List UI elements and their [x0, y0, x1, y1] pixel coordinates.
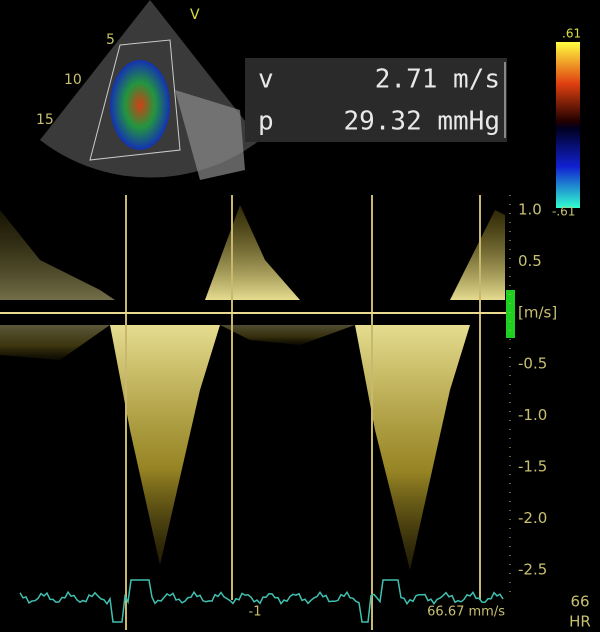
scale-label: 1.0 [518, 201, 542, 219]
color-bar [556, 42, 580, 208]
scale-label: -2.0 [518, 509, 547, 527]
scale-label: [m/s] [518, 303, 557, 321]
scale-label: -0.5 [518, 355, 547, 373]
heart-rate-label: HR [569, 613, 591, 631]
scale-label: 0.5 [518, 252, 542, 270]
ecg-marker: -1 [249, 605, 262, 620]
measure-value: 2.71 m/s [375, 65, 500, 95]
color-flow [110, 60, 170, 150]
ultrasound-screen: V 5 10 15 v 2.71 m/s p 29.32 mmHg .61 -.… [0, 0, 600, 632]
depth-label: 5 [106, 32, 115, 48]
sector-marker: V [190, 7, 200, 23]
measure-label: p [258, 107, 274, 137]
color-bar-min: -.61 [552, 205, 575, 219]
heart-rate: 66 [570, 593, 589, 611]
scale-label: -2.5 [518, 560, 547, 578]
measure-value: 29.32 mmHg [343, 107, 500, 137]
measure-label: v [258, 65, 274, 95]
scale-label: -1.0 [518, 406, 547, 424]
sweep-speed: 66.67 mm/s [427, 605, 505, 620]
color-bar-max: .61 [562, 27, 581, 41]
depth-label: 10 [64, 72, 82, 88]
scale-label: -1.5 [518, 458, 547, 476]
page: V 5 10 15 v 2.71 m/s p 29.32 mmHg .61 -.… [0, 0, 600, 632]
depth-label: 15 [36, 112, 54, 128]
